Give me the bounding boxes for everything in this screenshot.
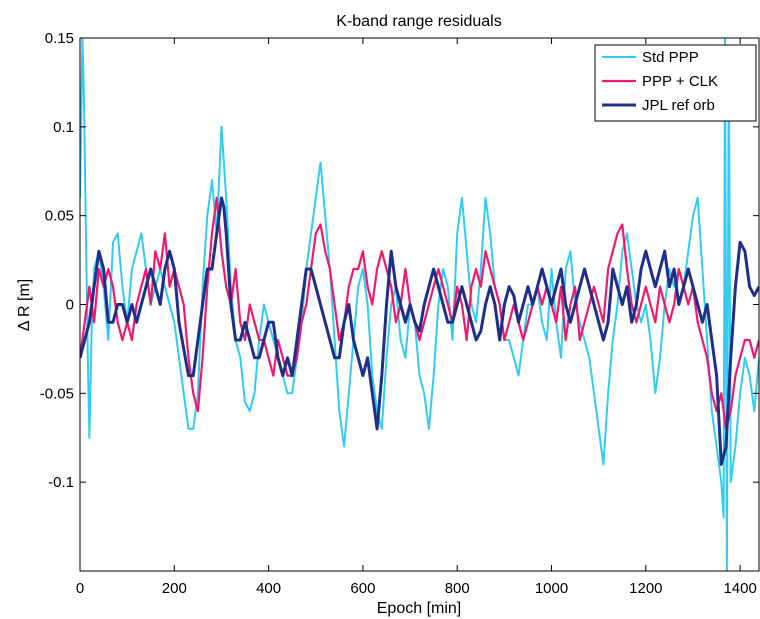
y-tick-label: 0.1 — [53, 119, 74, 136]
legend-label: Std PPP — [642, 49, 699, 66]
x-tick-label: 1200 — [629, 580, 662, 597]
legend-label: JPL ref orb — [642, 97, 715, 114]
y-tick-label: -0.1 — [48, 474, 74, 491]
x-tick-label: 0 — [76, 580, 84, 597]
y-tick-label: 0.15 — [45, 30, 74, 47]
chart-title: K-band range residuals — [336, 13, 501, 30]
y-axis: -0.1 -0.05 0 0.05 0.1 0.15 — [40, 30, 759, 491]
x-tick-label: 800 — [445, 580, 470, 597]
x-tick-label: 1000 — [535, 580, 568, 597]
series-line-3 — [80, 196, 759, 466]
y-tick-label: 0.05 — [45, 208, 74, 225]
y-tick-label: 0 — [66, 297, 74, 314]
x-axis-label: Epoch [min] — [377, 600, 461, 617]
y-axis-label: Δ R [m] — [16, 279, 33, 331]
legend-label: PPP + CLK — [642, 73, 718, 90]
series-line-1 — [80, 38, 759, 571]
legend: Std PPP PPP + CLK JPL ref orb — [594, 44, 757, 122]
x-tick-label: 1400 — [723, 580, 756, 597]
x-tick-label: 600 — [350, 580, 375, 597]
x-tick-label: 400 — [256, 580, 281, 597]
series-line-2 — [80, 196, 759, 430]
series-layer — [80, 38, 759, 571]
x-tick-label: 200 — [162, 580, 187, 597]
x-axis: 0 200 400 600 800 1000 1200 1400 — [76, 38, 757, 597]
y-tick-label: -0.05 — [40, 385, 74, 402]
